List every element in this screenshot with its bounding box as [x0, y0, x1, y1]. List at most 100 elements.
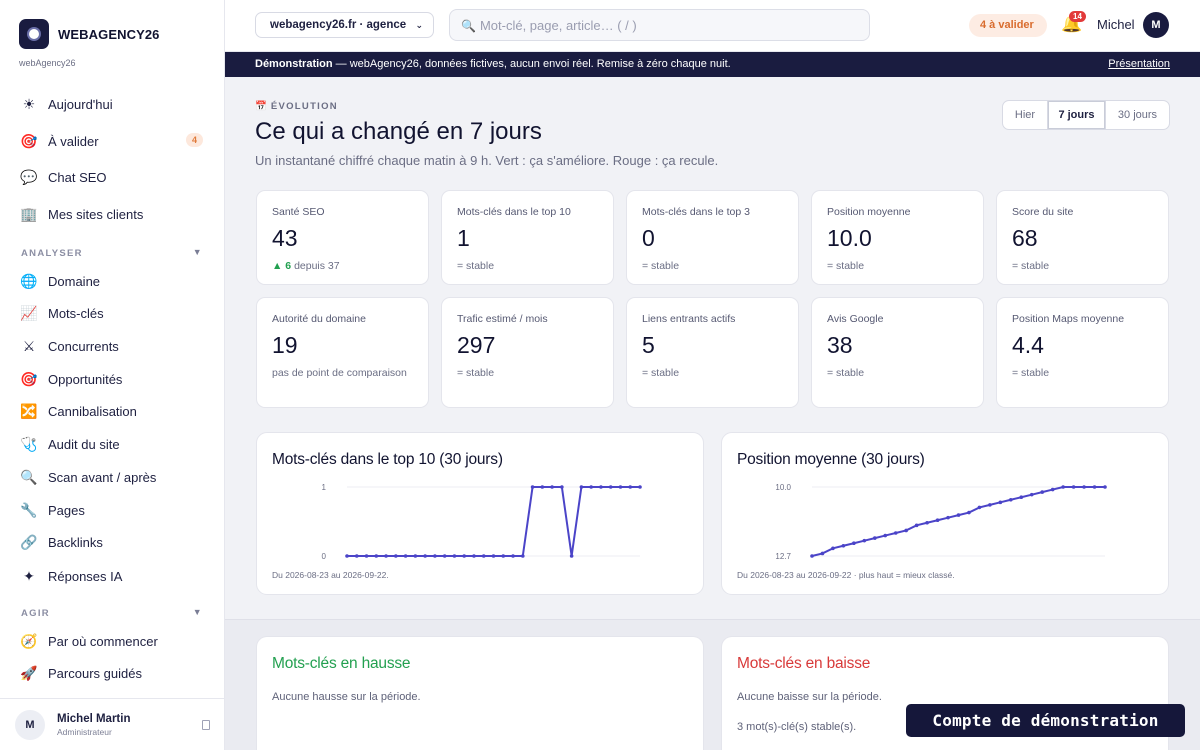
chart-up-icon: 📈	[20, 305, 38, 321]
avatar[interactable]: M	[1143, 12, 1169, 38]
y-tick-label: 10.0	[775, 483, 791, 492]
kpi-card-top10[interactable]: Mots-clés dans le top 10 1 = stable	[441, 190, 614, 285]
sidebar-item-mes-sites[interactable]: 🏢 Mes sites clients	[20, 202, 205, 226]
y-tick-label: 12.7	[775, 552, 791, 561]
chart-title: Mots-clés dans le top 10 (30 jours)	[272, 451, 503, 468]
sidebar-item-label: Pages	[48, 502, 85, 518]
data-point	[540, 485, 545, 489]
data-point	[560, 485, 564, 489]
chart-top10: 10	[322, 483, 642, 561]
chat-icon: 💬	[20, 169, 38, 185]
data-point	[569, 554, 574, 558]
kpi-card-autorite[interactable]: Autorité du domaine 19 pas de point de c…	[256, 297, 429, 408]
kpi-label: Position Maps moyenne	[1012, 313, 1125, 325]
sidebar-item-label: Opportunités	[48, 371, 123, 387]
kpi-card-avis-google[interactable]: Avis Google 38 = stable	[811, 297, 984, 408]
sidebar-item-backlinks[interactable]: 🔗 Backlinks	[20, 530, 205, 554]
data-point	[946, 515, 950, 520]
kpi-card-top3[interactable]: Mots-clés dans le top 3 0 = stable	[626, 190, 799, 285]
section-title: AGIR	[21, 608, 50, 619]
kpi-delta: = stable	[457, 367, 495, 379]
data-point	[1009, 497, 1013, 502]
kpi-delta: = stable	[827, 260, 865, 272]
kpi-label: Mots-clés dans le top 10	[457, 206, 571, 218]
kpi-card-sante-seo[interactable]: Santé SEO 43 ▲ 6 depuis 37	[256, 190, 429, 285]
kpi-card-score-site[interactable]: Score du site 68 = stable	[996, 190, 1169, 285]
data-point	[423, 554, 427, 558]
logout-icon[interactable]	[202, 720, 210, 730]
sidebar-item-scan[interactable]: 🔍 Scan avant / après	[20, 465, 205, 489]
chart-position: 10.0 12.7	[775, 483, 1107, 561]
sidebar-item-label: Scan avant / après	[48, 469, 157, 485]
data-point	[481, 554, 486, 558]
sidebar-item-label: Audit du site	[48, 436, 120, 452]
kpi-value: 0	[642, 225, 655, 251]
kpi-card-liens[interactable]: Liens entrants actifs 5 = stable	[626, 297, 799, 408]
search-input[interactable]: 🔍 Mot-clé, page, article… ( / )	[449, 9, 870, 41]
target-icon: 🎯	[20, 371, 38, 387]
page-title: Ce qui a changé en 7 jours	[255, 118, 542, 145]
sidebar-item-label: Mes sites clients	[48, 206, 144, 222]
sidebar-item-concurrents[interactable]: ⚔ Concurrents	[20, 334, 205, 358]
sidebar-item-reponses-ia[interactable]: ✦ Réponses IA	[20, 564, 205, 588]
sidebar-item-domaine[interactable]: 🌐 Domaine	[20, 269, 205, 293]
site-select[interactable]: webagency26.fr · agence ⌄	[255, 12, 434, 38]
data-point	[403, 554, 408, 558]
kpi-value: 10.0	[827, 225, 872, 251]
period-hier[interactable]: Hier	[1003, 101, 1048, 129]
sidebar-item-a-valider[interactable]: 🎯 À valider 4	[20, 129, 205, 153]
to-validate-button[interactable]: 4 à valider	[969, 14, 1047, 37]
data-point	[956, 513, 961, 517]
kpi-label: Score du site	[1012, 206, 1074, 218]
globe-icon: 🌐	[20, 273, 38, 289]
kpi-card-trafic[interactable]: Trafic estimé / mois 297 = stable	[441, 297, 614, 408]
kpi-card-position-maps[interactable]: Position Maps moyenne 4.4 = stable	[996, 297, 1169, 408]
section-kicker: 📅 ÉVOLUTION	[255, 101, 338, 112]
demo-account-toast: Compte de démonstration	[906, 704, 1185, 737]
data-point	[579, 485, 584, 489]
data-point	[1092, 485, 1097, 489]
section-agir[interactable]: AGIR ▼	[21, 607, 203, 619]
sidebar-item-chat-seo[interactable]: 💬 Chat SEO	[20, 165, 205, 189]
sidebar-item-pages[interactable]: 🔧 Pages	[20, 498, 205, 522]
chevron-down-icon: ▼	[192, 607, 203, 617]
user-footer[interactable]: M Michel Martin Administrateur	[0, 698, 225, 750]
user-menu-name[interactable]: Michel	[1097, 17, 1135, 32]
data-point	[608, 485, 613, 489]
chevron-down-icon: ▼	[192, 247, 203, 257]
user-name: Michel Martin	[57, 712, 131, 725]
period-7-jours[interactable]: 7 jours	[1048, 101, 1106, 129]
sidebar-item-mots-cles[interactable]: 📈 Mots-clés	[20, 301, 205, 325]
sidebar-item-label: Concurrents	[48, 338, 119, 354]
chart-note: Du 2026-08-23 au 2026-09-22.	[272, 570, 389, 580]
data-point	[452, 554, 457, 558]
kpi-delta: = stable	[642, 367, 680, 379]
kpi-label: Autorité du domaine	[272, 313, 366, 325]
kpi-label: Liens entrants actifs	[642, 313, 736, 325]
notification-badge: 14	[1069, 11, 1086, 22]
kpi-label: Avis Google	[827, 313, 884, 325]
period-30-jours[interactable]: 30 jours	[1117, 109, 1158, 121]
sidebar-item-parcours-guides[interactable]: 🚀 Parcours guidés	[20, 661, 205, 685]
sidebar-item-label: Chat SEO	[48, 169, 107, 185]
data-point	[413, 554, 418, 558]
sidebar-item-opportunites[interactable]: 🎯 Opportunités	[20, 367, 205, 391]
sidebar-item-audit[interactable]: 🩺 Audit du site	[20, 432, 205, 456]
kpi-label: Mots-clés dans le top 3	[642, 206, 750, 218]
sidebar-item-cannibalisation[interactable]: 🔀 Cannibalisation	[20, 399, 205, 423]
sidebar-item-par-ou-commencer[interactable]: 🧭 Par où commencer	[20, 629, 205, 653]
sidebar-item-label: Cannibalisation	[48, 403, 137, 419]
card-title: Mots-clés en baisse	[737, 655, 871, 672]
data-point	[852, 541, 856, 546]
section-title: ANALYSER	[21, 248, 83, 259]
kpi-card-position-moyenne[interactable]: Position moyenne 10.0 = stable	[811, 190, 984, 285]
chevron-down-icon: ⌄	[415, 20, 423, 30]
sidebar-item-aujourdhui[interactable]: ☀ Aujourd'hui	[20, 92, 205, 116]
compass-icon: 🧭	[20, 633, 38, 649]
brand[interactable]: WEBAGENCY26	[19, 19, 160, 49]
section-analyser[interactable]: ANALYSER ▼	[21, 247, 203, 259]
card-hausse: Mots-clés en hausse Aucune hausse sur la…	[256, 636, 704, 750]
sidebar-item-label: Aujourd'hui	[48, 96, 113, 112]
presentation-link[interactable]: Présentation	[1108, 58, 1170, 70]
